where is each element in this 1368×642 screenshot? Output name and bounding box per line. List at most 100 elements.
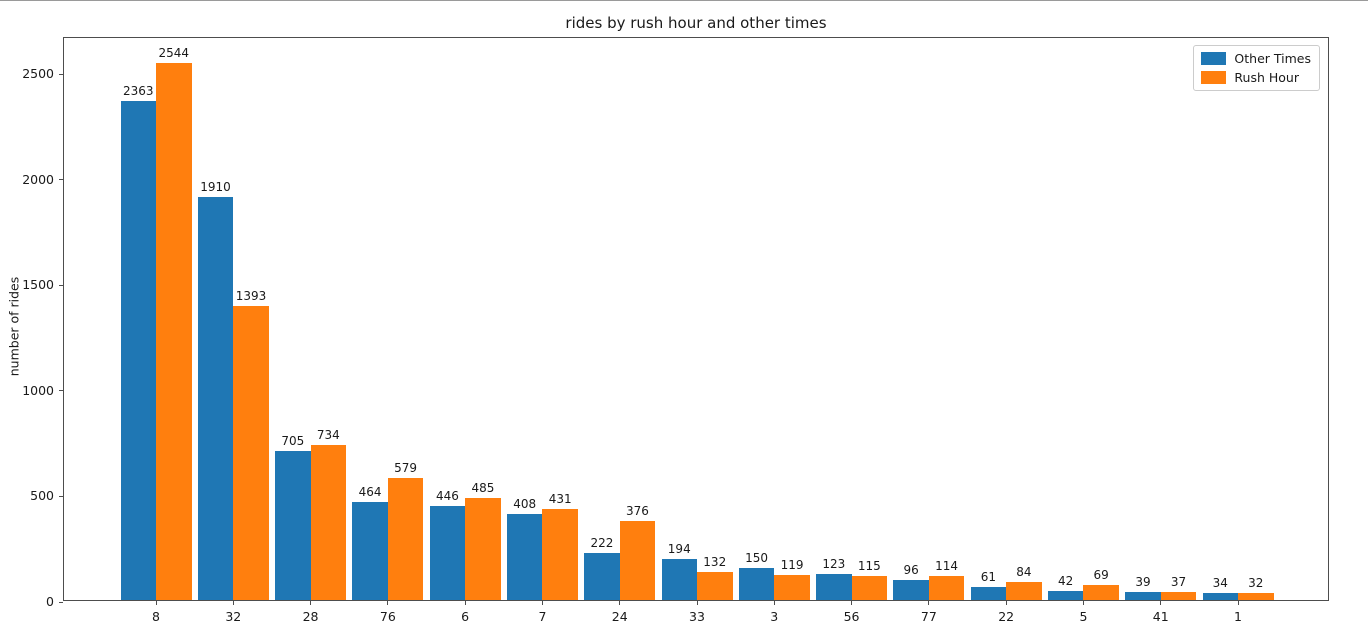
bar-other-times-32: [197, 196, 234, 600]
bar-value-label: 69: [1093, 568, 1109, 583]
bar-rush-hour-24: [619, 520, 656, 600]
y-tick-mark: [59, 284, 63, 286]
x-tick-label: 76: [379, 609, 396, 624]
bar-value-label: 446: [435, 488, 459, 503]
x-tick-mark: [387, 601, 389, 605]
legend-label-rush-hour: Rush Hour: [1234, 70, 1299, 85]
x-tick-mark: [696, 601, 698, 605]
bar-value-label: 150: [745, 551, 768, 566]
bar-value-label: 222: [590, 536, 614, 551]
y-tick-mark: [59, 495, 63, 497]
x-tick-label: 41: [1152, 609, 1169, 624]
legend-item-rush-hour: Rush Hour: [1201, 70, 1311, 85]
bar-other-times-7: [506, 513, 543, 600]
bar-rush-hour-1: [1238, 593, 1274, 600]
x-tick-label: 28: [302, 609, 319, 624]
x-tick-mark: [310, 601, 312, 605]
x-tick-mark: [1082, 601, 1084, 605]
x-tick-label: 33: [689, 609, 705, 624]
y-tick-label: 0: [46, 594, 54, 609]
bar-rush-hour-8: [156, 62, 192, 600]
plot-area: Other Times Rush Hour 0 500 1000 1500 2000 25…: [22, 37, 1329, 624]
bar-rush-hour-22: [1006, 582, 1042, 600]
legend: Other Times Rush Hour: [1193, 45, 1320, 91]
bar-value-label: 119: [780, 557, 804, 572]
bar-other-times-8: [120, 101, 156, 600]
x-tick-mark: [1005, 601, 1007, 605]
bar-value-label: 96: [903, 562, 919, 577]
y-tick-label: 1500: [22, 277, 54, 293]
x-tick-mark: [1160, 601, 1162, 605]
legend-item-other-times: Other Times: [1201, 51, 1311, 66]
legend-swatch-other-times: [1201, 52, 1227, 65]
y-tick-label: 2000: [22, 171, 54, 187]
bar-rush-hour-33: [697, 572, 733, 600]
x-tick-label: 3: [770, 609, 779, 624]
bar-other-times-28: [275, 451, 311, 600]
bar-rush-hour-41: [1160, 592, 1197, 600]
x-tick-label: 32: [225, 609, 242, 624]
bar-value-label: 408: [513, 496, 537, 511]
bar-value-label: 464: [358, 485, 382, 500]
x-tick-mark: [619, 601, 621, 605]
bar-rush-hour-3: [774, 574, 810, 600]
x-tick-mark: [1237, 601, 1239, 605]
legend-label-other-times: Other Times: [1234, 51, 1311, 66]
bar-value-label: 579: [394, 460, 418, 475]
bar-value-label: 734: [316, 428, 340, 443]
bar-other-times-1: [1202, 592, 1238, 600]
bar-other-times-24: [584, 553, 620, 600]
window-top-border: [0, 0, 1368, 1]
y-tick-mark: [59, 179, 63, 181]
x-tick-mark: [155, 601, 157, 605]
bar-other-times-6: [429, 505, 466, 600]
bar-rush-hour-32: [233, 305, 269, 600]
bar-value-label: 1393: [235, 288, 267, 303]
bar-other-times-76: [352, 502, 388, 600]
x-tick-label: 1: [1234, 609, 1242, 624]
x-tick-label: 5: [1079, 609, 1088, 624]
bar-other-times-3: [738, 568, 775, 600]
bar-other-times-22: [970, 587, 1007, 600]
legend-swatch-rush-hour: [1201, 71, 1227, 84]
bar-value-label: 115: [857, 558, 881, 573]
y-tick-label: 2500: [22, 66, 54, 82]
x-tick-label: 6: [461, 609, 470, 624]
bar-value-label: 376: [626, 503, 649, 518]
x-tick-label: 24: [611, 609, 628, 624]
x-tick-label: 8: [152, 609, 160, 624]
bar-value-label: 42: [1058, 574, 1074, 589]
bar-value-label: 32: [1248, 576, 1264, 591]
bar-rush-hour-7: [542, 509, 578, 600]
bar-rush-hour-76: [387, 477, 424, 600]
x-tick-mark: [541, 601, 543, 605]
bar-value-label: 431: [548, 492, 572, 506]
bar-rush-hour-56: [851, 575, 888, 600]
bar-value-label: 485: [471, 480, 495, 495]
x-tick-mark: [464, 601, 466, 605]
bar-value-label: 1910: [200, 179, 231, 194]
x-tick-mark: [773, 601, 775, 605]
bar-value-label: 37: [1170, 575, 1187, 590]
bar-value-label: 39: [1135, 574, 1151, 589]
bar-value-label: 114: [935, 558, 959, 573]
bar-rush-hour-77: [928, 575, 965, 600]
bar-other-times-56: [816, 574, 852, 600]
y-tick-mark: [59, 390, 63, 392]
y-tick-label: 1000: [22, 382, 54, 398]
y-tick-label: 500: [30, 488, 54, 504]
chart-title: rides by rush hour and other times: [565, 14, 827, 32]
bar-rush-hour-6: [465, 497, 501, 600]
bar-value-label: 61: [980, 570, 997, 585]
bar-value-label: 132: [703, 555, 727, 570]
x-tick-label: 22: [998, 609, 1015, 624]
bar-other-times-41: [1125, 591, 1161, 600]
bar-rush-hour-28: [310, 445, 347, 600]
bar-value-label: 2363: [122, 84, 154, 99]
x-tick-mark: [928, 601, 930, 605]
bar-rush-hour-5: [1083, 585, 1119, 600]
bar-other-times-33: [661, 559, 697, 600]
y-tick-mark: [59, 601, 63, 603]
y-tick-mark: [59, 73, 63, 75]
